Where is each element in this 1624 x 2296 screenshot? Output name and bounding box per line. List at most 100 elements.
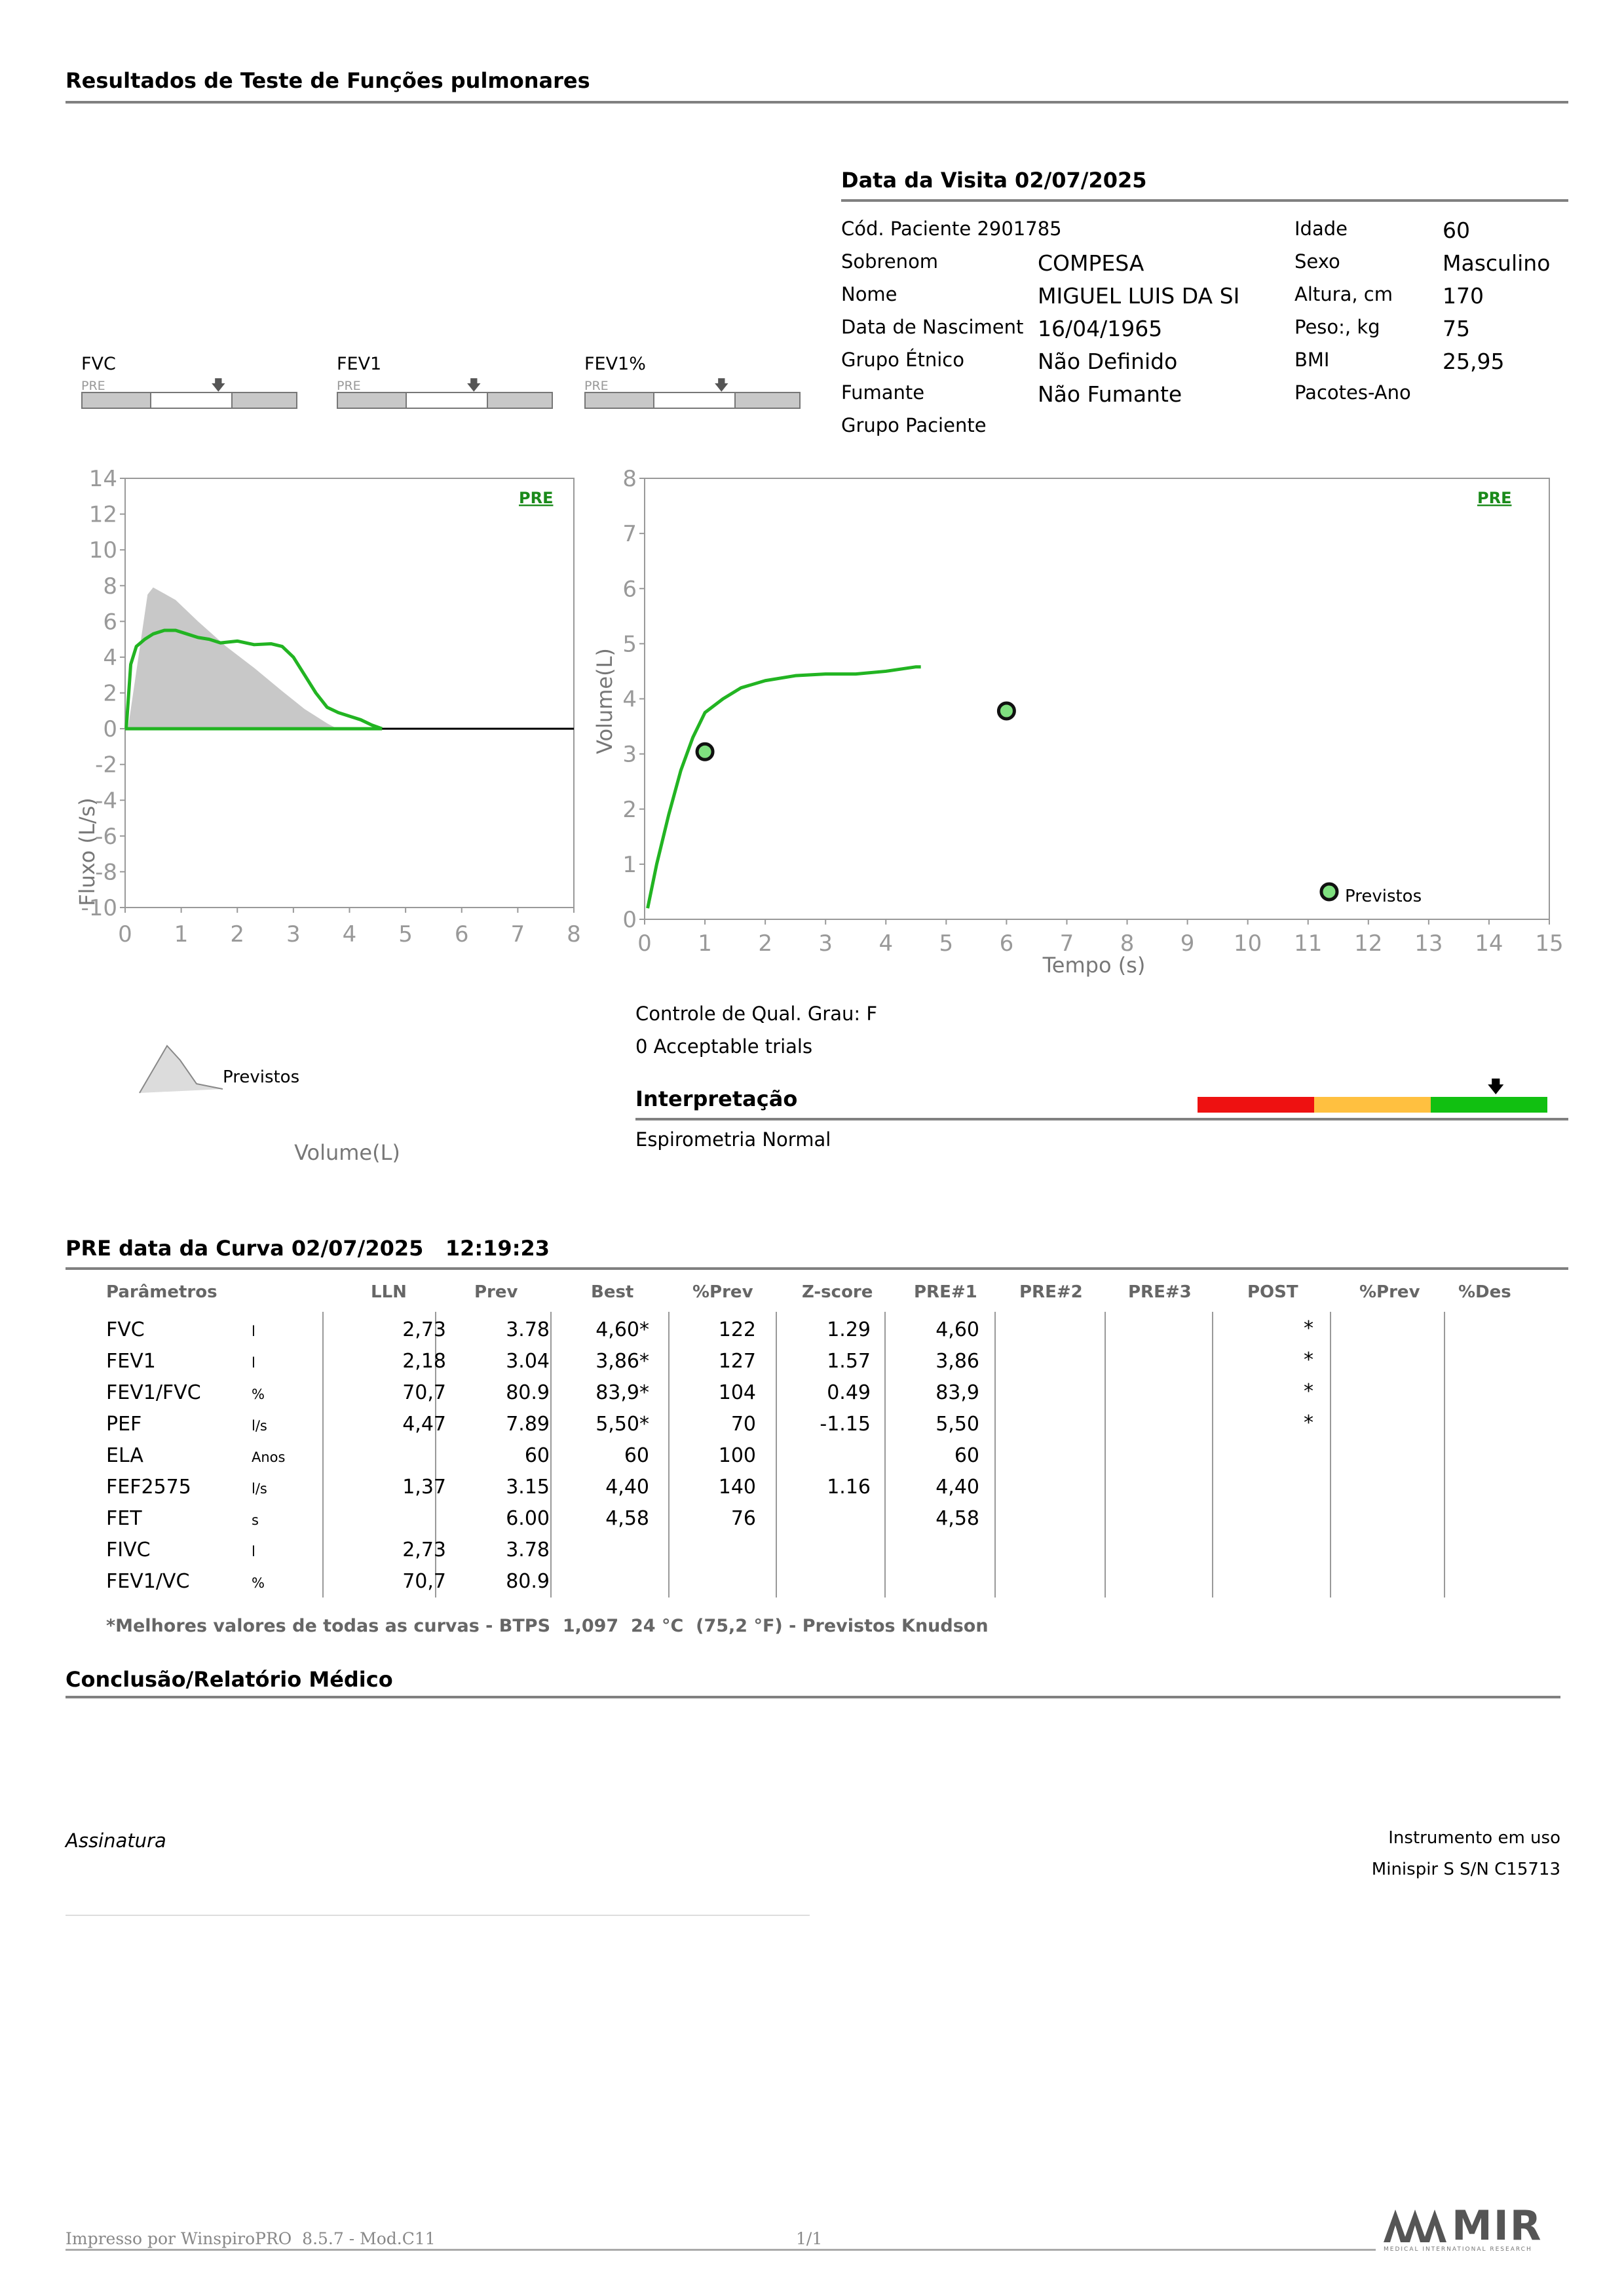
table-header: %Prev <box>692 1282 753 1302</box>
table-cell-post: * <box>1304 1411 1313 1434</box>
table-unit: % <box>252 1387 265 1402</box>
table-cell-best: 3,86* <box>595 1350 649 1373</box>
volume-x-tick-label: 14 <box>1475 930 1503 957</box>
volume-predicted-point <box>695 742 715 761</box>
flow-y-tick-label: -8 <box>95 859 117 885</box>
table-cell-lln: 4,47 <box>402 1413 446 1436</box>
table-cell-best: 83,9* <box>595 1381 649 1404</box>
mini-indicator-arrow-icon: 🡇 <box>211 377 226 394</box>
mini-indicator-bar: 🡇 <box>81 379 297 409</box>
volume-x-tick-label: 10 <box>1234 930 1262 957</box>
patient-field-label: Data de Nasciment <box>841 316 1024 338</box>
flow-y-tick-label: 12 <box>89 502 117 528</box>
table-cell-pre1: 4,40 <box>935 1476 979 1499</box>
results-divider <box>66 1267 1568 1270</box>
table-cell-pctprev: 127 <box>718 1350 756 1373</box>
volume-x-tick-label: 9 <box>1180 930 1195 957</box>
table-cell-prev: 80.9 <box>506 1381 550 1404</box>
flow-xlabel: Volume(L) <box>294 1140 400 1165</box>
mir-logo-text: MIR <box>1452 2202 1543 2249</box>
conclusion-divider <box>66 1696 1560 1698</box>
flow-predicted-legend: Previstos <box>138 1042 299 1094</box>
scale-yellow <box>1314 1097 1431 1113</box>
table-column-divider <box>776 1312 777 1598</box>
table-unit: Anos <box>252 1449 286 1465</box>
footer-line <box>66 2249 1376 2251</box>
flow-y-tick-label: -4 <box>95 788 117 814</box>
patient-field-label: Cód. Paciente 2901785 <box>841 218 1062 240</box>
volume-x-tick-label: 8 <box>1120 930 1135 957</box>
volume-y-tick-label: 5 <box>622 631 637 657</box>
volume-y-tick-label: 2 <box>622 797 637 823</box>
interpretation-text: Espirometria Normal <box>635 1128 831 1151</box>
table-cell-lln: 70,7 <box>402 1570 446 1593</box>
signature-label: Assinatura <box>66 1829 166 1852</box>
patient-field-label: Idade <box>1294 218 1348 240</box>
volume-predicted-label: Previstos <box>1345 887 1422 906</box>
acceptable-trials: 0 Acceptable trials <box>635 1035 813 1058</box>
table-cell-z: 1.57 <box>827 1350 871 1373</box>
volume-x-tick-label: 3 <box>818 930 833 957</box>
table-header: PRE#3 <box>1128 1282 1192 1302</box>
table-header: Prev <box>474 1282 518 1302</box>
table-cell-z: 1.16 <box>827 1476 871 1499</box>
flow-y-tick-label: 14 <box>89 466 117 492</box>
patient-field-label: BMI <box>1294 349 1330 371</box>
table-cell-lln: 2,73 <box>402 1318 446 1341</box>
table-header: %Prev <box>1359 1282 1420 1302</box>
report-title: Resultados de Teste de Funções pulmonare… <box>66 68 590 93</box>
volume-x-tick-label: 4 <box>878 930 893 957</box>
table-cell-best: 60 <box>624 1444 649 1467</box>
table-cell-post: * <box>1304 1380 1313 1403</box>
volume-x-tick-label: 7 <box>1060 930 1074 957</box>
mini-indicator-bar: 🡇 <box>337 379 553 409</box>
flow-chart-tag: PRE <box>519 489 553 507</box>
table-cell-pctprev: 70 <box>730 1413 756 1436</box>
table-unit: l/s <box>252 1418 267 1434</box>
table-column-divider <box>550 1312 552 1598</box>
printed-by: Impresso por WinspiroPRO 8.5.7 - Mod.C11 <box>66 2229 436 2248</box>
table-cell-pre1: 5,50 <box>935 1413 979 1436</box>
table-cell-best: 4,60* <box>595 1318 649 1341</box>
results-footnote: *Melhores valores de todas as curvas - B… <box>106 1616 989 1636</box>
interpretation-title: Interpretação <box>635 1086 798 1111</box>
table-cell-prev: 80.9 <box>506 1570 550 1593</box>
scale-red <box>1198 1097 1314 1113</box>
flow-y-tick-label: -6 <box>95 824 117 850</box>
table-cell-pre1: 4,58 <box>935 1507 979 1530</box>
table-cell-z: -1.15 <box>820 1413 871 1436</box>
page-number: 1/1 <box>796 2229 823 2248</box>
table-cell-prev: 3.78 <box>506 1318 550 1341</box>
table-cell-pctprev: 100 <box>718 1444 756 1467</box>
flow-y-tick-label: 0 <box>103 716 117 742</box>
flow-x-tick-label: 7 <box>511 921 525 947</box>
flow-x-tick-label: 3 <box>286 921 301 947</box>
instrument-value: Minispir S S/N C15713 <box>1371 1860 1560 1879</box>
table-header: PRE#2 <box>1019 1282 1083 1302</box>
volume-predicted-point <box>1319 882 1339 902</box>
flow-x-tick-label: 2 <box>230 921 244 947</box>
visit-title: Data da Visita 02/07/2025 <box>841 168 1147 193</box>
table-cell-pctprev: 140 <box>718 1476 756 1499</box>
mini-indicator-tag: PRE <box>337 379 361 393</box>
table-unit: l <box>252 1544 255 1559</box>
volume-chart-tag: PRE <box>1477 489 1511 507</box>
table-param: FET <box>106 1507 142 1530</box>
volume-x-tick-label: 1 <box>698 930 712 957</box>
table-column-divider <box>1330 1312 1331 1598</box>
flow-x-tick-label: 5 <box>398 921 413 947</box>
table-cell-lln: 1,37 <box>402 1476 446 1499</box>
table-column-divider <box>668 1312 670 1598</box>
volume-y-tick-label: 3 <box>622 742 637 768</box>
flow-y-tick-label: -10 <box>81 895 117 921</box>
table-header: Z-score <box>802 1282 873 1302</box>
volume-measured-curve <box>646 665 921 909</box>
mini-indicator-tag: PRE <box>81 379 105 393</box>
patient-field-value: Não Definido <box>1038 349 1178 374</box>
table-header: Parâmetros <box>106 1282 217 1302</box>
table-unit: l/s <box>252 1481 267 1497</box>
table-cell-best: 5,50* <box>595 1413 649 1436</box>
flow-y-tick-label: 8 <box>103 573 117 600</box>
patient-field-value: Masculino <box>1443 250 1551 276</box>
